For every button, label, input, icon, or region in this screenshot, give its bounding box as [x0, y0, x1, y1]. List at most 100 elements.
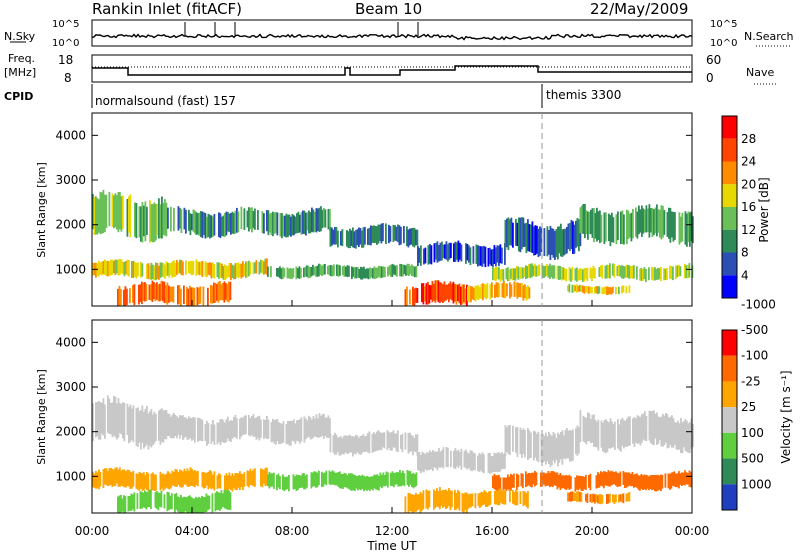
heatmap-cell	[226, 284, 229, 302]
heatmap-cell	[537, 431, 540, 463]
heatmap-cell	[434, 491, 437, 508]
heatmap-cell	[239, 263, 241, 277]
heatmap-cell	[568, 283, 571, 293]
heatmap-cell	[516, 222, 519, 247]
heatmap-cell	[227, 475, 229, 492]
heatmap-cell	[138, 411, 141, 443]
heatmap-cell	[141, 473, 144, 491]
heatmap-cell	[144, 475, 147, 489]
heatmap-cell	[171, 493, 173, 510]
heatmap-cell	[122, 261, 124, 275]
heatmap-cell	[592, 265, 595, 279]
heatmap-cell	[165, 409, 168, 440]
heatmap-cell	[598, 473, 601, 488]
heatmap-cell	[248, 207, 250, 232]
heatmap-cell	[116, 403, 118, 440]
heatmap-cell	[126, 259, 129, 276]
heatmap-cell	[509, 219, 511, 246]
heatmap-cell	[567, 492, 569, 502]
heatmap-cell	[158, 198, 160, 239]
heatmap-cell	[230, 262, 232, 281]
heatmap-cell	[384, 266, 386, 278]
heatmap-cell	[573, 492, 575, 501]
heatmap-cell	[104, 404, 106, 439]
heatmap-cell	[414, 474, 416, 487]
heatmap-cell	[636, 473, 638, 488]
heatmap-cell	[477, 245, 479, 267]
heatmap-cell	[276, 268, 278, 277]
heatmap-cell	[186, 287, 188, 306]
heatmap-cell	[141, 281, 143, 304]
heatmap-cell	[585, 268, 587, 280]
heatmap-cell	[690, 211, 693, 242]
heatmap-cell	[430, 245, 433, 265]
heatmap-cell	[362, 227, 365, 248]
heatmap-cell	[404, 289, 407, 306]
heatmap-cell	[394, 265, 397, 276]
heatmap-cell	[510, 473, 512, 491]
heatmap-cell	[224, 422, 226, 443]
heatmap-cell	[251, 416, 253, 436]
heatmap-cell	[416, 494, 419, 511]
heatmap-cell	[368, 431, 371, 454]
heatmap-cell	[673, 471, 676, 487]
heatmap-cell	[481, 246, 484, 267]
heatmap-cell	[318, 413, 321, 438]
heatmap-cell	[225, 419, 228, 443]
heatmap-cell	[455, 492, 458, 510]
heatmap-cell	[299, 214, 301, 233]
heatmap-cell	[123, 403, 126, 442]
heatmap-cell	[367, 228, 369, 245]
heatmap-cell	[532, 265, 535, 276]
heatmap-cell	[104, 259, 106, 275]
heatmap-cell	[307, 265, 310, 279]
heatmap-cell	[492, 456, 494, 472]
heatmap-cell	[409, 493, 411, 511]
heatmap-cell	[594, 286, 596, 294]
heatmap-cell	[415, 229, 417, 246]
colorbar-swatch	[722, 116, 737, 139]
heatmap-cell	[129, 495, 131, 511]
heatmap-cell	[298, 475, 301, 489]
heatmap-cell	[516, 282, 519, 299]
heatmap-cell	[167, 471, 169, 489]
heatmap-cell	[601, 287, 604, 295]
heatmap-cell	[456, 450, 458, 467]
colorbar-tick-label: -1000	[741, 297, 776, 311]
heatmap-cell	[133, 492, 136, 512]
heatmap-cell	[409, 265, 412, 275]
heatmap-cell	[137, 407, 139, 447]
heatmap-cell	[141, 263, 144, 277]
heatmap-cell	[522, 473, 524, 489]
heatmap-cell	[159, 493, 161, 507]
heatmap-cell	[607, 286, 610, 295]
heatmap-cell	[609, 263, 611, 279]
heatmap-cell	[169, 495, 172, 510]
heatmap-cell	[409, 432, 411, 453]
heatmap-cell	[479, 287, 481, 299]
heatmap-cell	[165, 473, 168, 488]
heatmap-cell	[512, 425, 514, 452]
heatmap-cell	[197, 213, 199, 235]
heatmap-cell	[525, 222, 528, 254]
colorbar-swatch	[722, 138, 737, 162]
heatmap-cell	[430, 452, 433, 470]
heatmap-cell	[436, 488, 438, 507]
heatmap-cell	[563, 435, 565, 459]
heatmap-cell	[150, 489, 152, 509]
heatmap-cell	[166, 491, 169, 512]
heatmap-cell	[286, 476, 289, 489]
heatmap-cell	[450, 450, 452, 468]
heatmap-cell	[451, 283, 453, 301]
heatmap-cell	[501, 452, 503, 469]
heatmap-cell	[277, 473, 280, 488]
heatmap-cell	[337, 230, 339, 248]
heatmap-cell	[110, 468, 112, 486]
heatmap-cell	[421, 451, 424, 472]
heatmap-cell	[216, 284, 218, 301]
heatmap-cell	[495, 490, 498, 505]
heatmap-cell	[248, 471, 250, 488]
heatmap-cell	[131, 408, 133, 440]
heatmap-cell	[297, 420, 300, 442]
heatmap-cell	[129, 404, 132, 442]
